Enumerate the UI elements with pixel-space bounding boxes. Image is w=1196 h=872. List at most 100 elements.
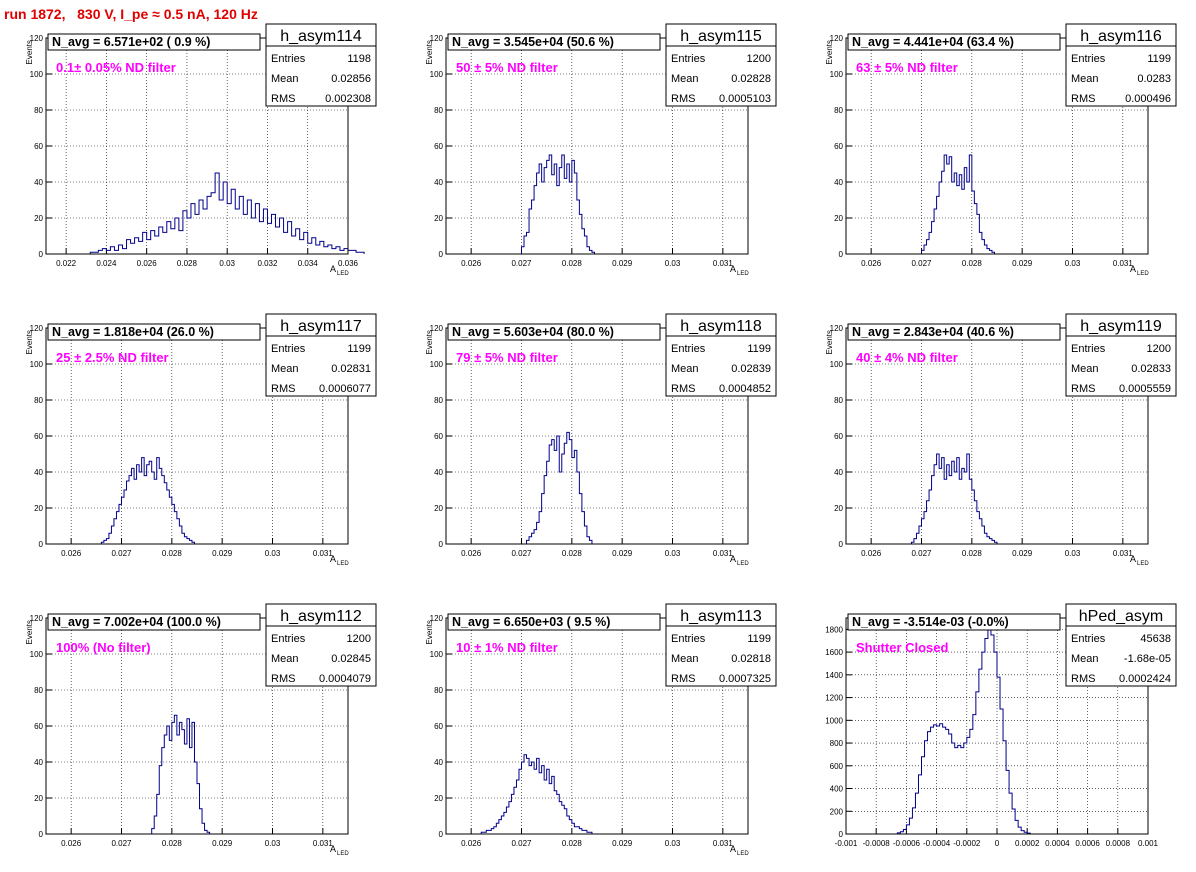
- x-tick-label: 0.027: [511, 259, 532, 268]
- x-tick-label: 0.026: [861, 549, 882, 558]
- histogram-panel-h_asym118: 0.026 0.027 0.028 0.029 0.03 0.031 0 20 40 60 80 10…: [425, 313, 777, 567]
- stat-label: Entries: [671, 633, 706, 645]
- y-tick-label: 60: [34, 432, 43, 441]
- histogram-panel-h_asym112: 0.026 0.027 0.028 0.029 0.03 0.031 0 20 40 60 80 10…: [25, 603, 377, 857]
- y-tick-label: 1800: [825, 625, 843, 634]
- filter-label: 50 ± 5% ND filter: [456, 60, 558, 75]
- navg-text: N_avg = 2.843e+04 (40.6 %): [852, 325, 1014, 339]
- navg-box: [447, 613, 661, 631]
- histogram-line: [910, 453, 998, 544]
- stat-label: RMS: [1071, 383, 1095, 395]
- stat-value: 0.0283: [1137, 73, 1171, 85]
- stat-label: Entries: [1071, 633, 1106, 645]
- stat-value: -1.68e-05: [1124, 653, 1171, 665]
- x-tick-label: 0.03: [265, 839, 281, 848]
- y-tick-label: 120: [30, 614, 44, 623]
- histogram-panel-h_asym116: 0.026 0.027 0.028 0.029 0.03 0.031 0 20 40 60 80 10…: [825, 23, 1177, 277]
- histogram-name: h_asym114: [280, 28, 362, 45]
- x-tick-label: 0.036: [338, 259, 359, 268]
- y-tick-label: 0: [439, 250, 444, 259]
- histogram-panel-h_asym117: 0.026 0.027 0.028 0.029 0.03 0.031 0 20 40 60 80 10…: [25, 313, 377, 567]
- stat-value: 0.0004079: [319, 673, 371, 685]
- x-tick-label: 0.026: [137, 259, 158, 268]
- x-tick-label: 0.031: [313, 839, 334, 848]
- navg-text: N_avg = 3.545e+04 (50.6 %): [452, 35, 614, 49]
- stats-box: [265, 23, 377, 107]
- x-tick-label: -0.0006: [893, 839, 921, 848]
- navg-text: N_avg = 5.603e+04 (80.0 %): [452, 325, 614, 339]
- x-tick-label: 0.026: [461, 549, 482, 558]
- navg-box: [47, 613, 261, 631]
- y-tick-label: 60: [434, 722, 443, 731]
- y-axis-label: Events: [825, 330, 834, 354]
- y-tick-label: 200: [830, 807, 844, 816]
- y-tick-label: 120: [430, 614, 444, 623]
- x-tick-label: 0.0002: [1015, 839, 1040, 848]
- y-tick-label: 20: [34, 794, 43, 803]
- y-tick-label: 120: [30, 34, 44, 43]
- stat-label: RMS: [271, 383, 295, 395]
- x-axis-label-subscript: LED: [737, 561, 749, 567]
- x-tick-label: 0.032: [257, 259, 278, 268]
- stat-value: 0.02831: [331, 363, 371, 375]
- stat-label: RMS: [671, 93, 695, 105]
- x-tick-label: 0.0008: [1106, 839, 1131, 848]
- y-tick-label: 80: [34, 396, 43, 405]
- x-tick-label: 0.029: [612, 549, 633, 558]
- stat-value: 0.0004852: [719, 383, 771, 395]
- y-tick-label: 100: [30, 360, 44, 369]
- y-tick-label: 40: [434, 468, 443, 477]
- navg-text: N_avg = -3.514e-03 (-0.0%): [852, 615, 1009, 629]
- stat-label: Entries: [671, 343, 706, 355]
- y-tick-label: 1400: [825, 671, 843, 680]
- run-title: run 1872, 830 V, I_pe ≈ 0.5 nA, 120 Hz: [4, 6, 258, 22]
- stats-box: [665, 23, 777, 107]
- stat-label: RMS: [271, 93, 295, 105]
- y-tick-label: 20: [34, 214, 43, 223]
- y-tick-label: 60: [834, 142, 843, 151]
- histogram-name: h_asym112: [280, 608, 362, 625]
- filter-label: 0.1± 0.05% ND filter: [56, 60, 176, 75]
- x-tick-label: 0.03: [265, 549, 281, 558]
- y-tick-label: 60: [434, 142, 443, 151]
- x-axis-label: A: [730, 264, 736, 274]
- y-tick-label: 800: [830, 739, 844, 748]
- navg-box: [847, 613, 1061, 631]
- x-tick-label: 0.026: [461, 839, 482, 848]
- histogram-panel-h_asym119: 0.026 0.027 0.028 0.029 0.03 0.031 0 20 40 60 80 10…: [825, 313, 1177, 567]
- stat-value: 0.0007325: [719, 673, 771, 685]
- navg-box: [847, 33, 1061, 51]
- stat-value: 1198: [347, 53, 371, 65]
- stat-value: 1199: [747, 633, 771, 645]
- x-tick-label: -0.0004: [923, 839, 951, 848]
- y-tick-label: 60: [834, 432, 843, 441]
- histogram-line: [896, 628, 1031, 834]
- stat-label: Mean: [271, 653, 299, 665]
- x-axis-label-subscript: LED: [1137, 561, 1149, 567]
- x-axis-label-subscript: LED: [337, 851, 349, 857]
- y-tick-label: 120: [830, 324, 844, 333]
- y-axis-label: Events: [425, 330, 434, 354]
- stat-value: 1200: [347, 633, 371, 645]
- x-tick-label: 0.029: [212, 839, 233, 848]
- stats-box: [1065, 313, 1177, 397]
- x-tick-label: 0.028: [562, 839, 583, 848]
- y-tick-label: 40: [834, 178, 843, 187]
- navg-text: N_avg = 7.002e+04 (100.0 %): [52, 615, 221, 629]
- y-tick-label: 100: [30, 70, 44, 79]
- stat-label: Mean: [1071, 73, 1099, 85]
- stat-value: 0.02833: [1131, 363, 1171, 375]
- y-tick-label: 1200: [825, 694, 843, 703]
- y-tick-label: 80: [34, 106, 43, 115]
- x-tick-label: 0.027: [911, 549, 932, 558]
- x-tick-label: 0.027: [511, 839, 532, 848]
- stat-label: Entries: [1071, 343, 1106, 355]
- x-tick-label: 0.026: [61, 549, 82, 558]
- y-tick-label: 0: [39, 540, 44, 549]
- navg-text: N_avg = 4.441e+04 (63.4 %): [852, 35, 1014, 49]
- x-tick-label: 0.026: [61, 839, 82, 848]
- y-tick-label: 20: [834, 214, 843, 223]
- histogram-line: [100, 457, 195, 544]
- x-tick-label: 0.031: [713, 549, 734, 558]
- stats-box: [265, 313, 377, 397]
